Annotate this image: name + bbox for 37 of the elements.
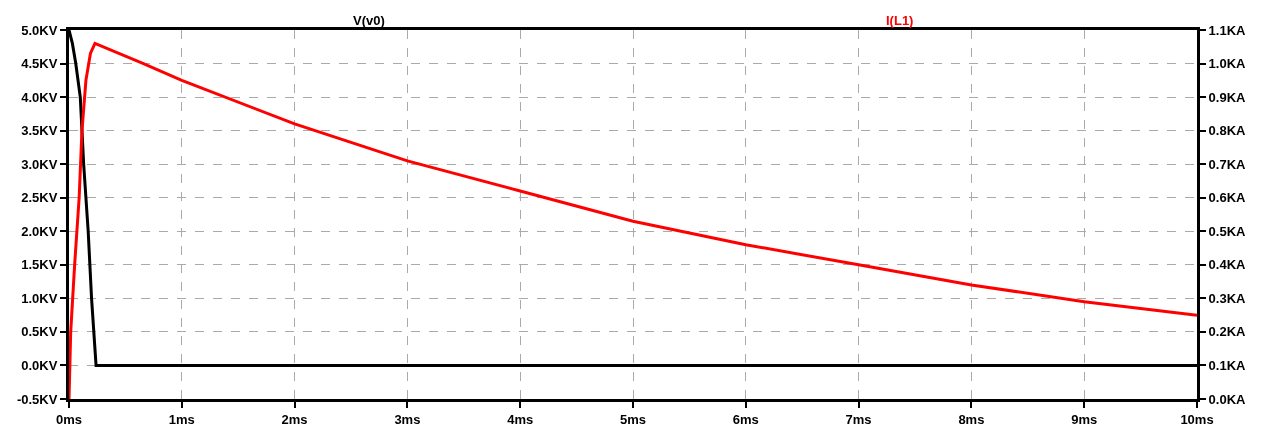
x-tick-label: 0ms (55, 411, 83, 427)
y-tick-label: 4.5KV (21, 56, 58, 72)
y-tick-label: 3.0KV (21, 156, 58, 172)
y-tick-label: -0.5KV (16, 391, 58, 407)
y2-tick-label: 0.3KA (1208, 290, 1247, 306)
y-tick-label: 5.0KV (21, 22, 58, 38)
y2-tick-label: 0.5KA (1208, 223, 1247, 239)
y2-tick-label: 0.6KA (1208, 190, 1247, 206)
y-tick-label: 1.5KV (21, 257, 58, 273)
x-tick-label: 5ms (619, 411, 647, 427)
y-tick-label: 0.5KV (21, 324, 58, 340)
x-tick-label: 7ms (845, 411, 872, 427)
x-tick-label: 9ms (1071, 411, 1098, 427)
x-tick-label: 4ms (507, 411, 534, 427)
y2-tick-label: 0.4KA (1208, 257, 1247, 273)
y2-tick-label: 0.2KA (1208, 324, 1247, 340)
x-tick-label: 6ms (732, 411, 759, 427)
y2-tick-label: 0.7KA (1208, 156, 1247, 172)
y-tick-label: 3.5KV (21, 123, 58, 139)
y-tick-label: 1.0KV (21, 290, 58, 306)
text: V(v0) (353, 13, 385, 28)
text: I(L1) (886, 13, 914, 28)
y2-tick-label: 0.9KA (1208, 89, 1247, 105)
y-tick-label: 4.0KV (21, 89, 58, 105)
y-tick-label: 2.0KV (21, 223, 58, 239)
x-tick-label: 1ms (168, 411, 195, 427)
x-tick-label: 2ms (281, 411, 308, 427)
y2-tick-label: 0.0KA (1208, 391, 1247, 407)
y2-tick-label: 0.1KA (1208, 358, 1247, 373)
y-tick-label: 0.0KV (21, 358, 58, 373)
y-tick-label: 2.5KV (21, 190, 58, 206)
x-tick-label: 3ms (394, 411, 421, 427)
y2-tick-label: 1.1KA (1208, 22, 1247, 38)
x-tick-label: 8ms (958, 411, 985, 427)
x-tick-label: 10ms (1180, 411, 1214, 427)
y2-tick-label: 1.0KA (1208, 56, 1247, 72)
y2-tick-label: 0.8KA (1208, 123, 1247, 139)
